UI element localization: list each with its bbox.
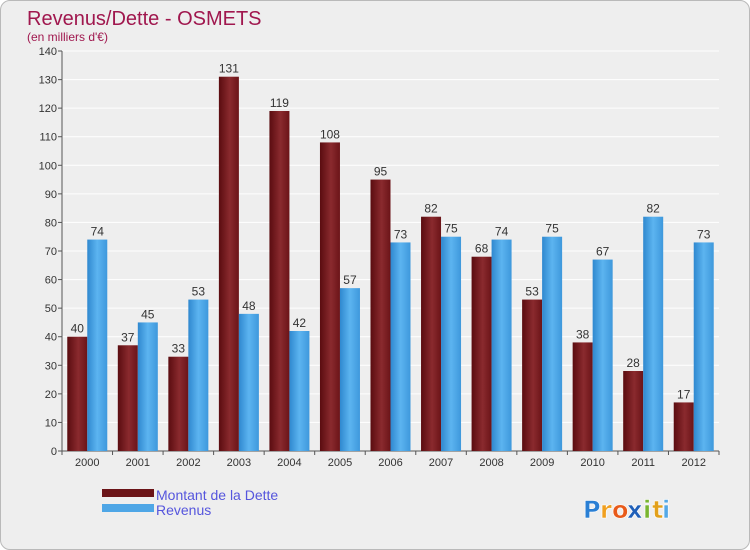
legend-swatch-revenus	[102, 504, 154, 512]
bar-value-label: 57	[343, 273, 357, 287]
x-tick-label: 2004	[277, 457, 301, 469]
bar-dette	[218, 76, 239, 451]
bar-value-label: 108	[320, 127, 340, 141]
y-tick-label: 130	[39, 75, 57, 87]
logo-letter: P	[583, 496, 601, 524]
bar-revenus	[137, 322, 158, 451]
y-tick-label: 30	[45, 360, 57, 372]
bar-value-label: 53	[192, 285, 206, 299]
bar-dette	[67, 336, 88, 451]
bar-dette	[673, 402, 694, 451]
x-tick-label: 2009	[530, 457, 554, 469]
logo-letter: i	[643, 496, 651, 524]
bar-dette	[421, 216, 442, 451]
bar-revenus	[441, 236, 462, 451]
logo-letter: t	[652, 496, 663, 524]
bar-revenus	[339, 288, 360, 451]
bar-value-label: 82	[424, 202, 438, 216]
logo-letter: i	[662, 496, 670, 524]
bar-revenus	[188, 299, 209, 451]
bar-dette	[370, 179, 391, 452]
bar-revenus	[643, 216, 664, 451]
bar-value-label: 82	[647, 202, 661, 216]
x-tick-label: 2008	[479, 457, 503, 469]
bar-dette	[572, 342, 593, 451]
bar-dette	[269, 111, 290, 451]
y-tick-label: 100	[39, 160, 57, 172]
bar-value-label: 40	[71, 322, 85, 336]
bar-revenus	[693, 242, 714, 451]
logo-letter: o	[612, 496, 629, 524]
bar-value-label: 67	[596, 245, 610, 259]
bar-revenus	[289, 331, 310, 451]
y-tick-label: 70	[45, 246, 57, 258]
y-tick-label: 50	[45, 303, 57, 315]
axes: 0 10 20 30 40 50 60 70 80 90 100 110 120 130 140 2000 20…	[39, 46, 720, 469]
legend-label: Montant de la Dette	[156, 487, 278, 503]
y-tick-label: 110	[39, 132, 57, 144]
x-tick-label: 2012	[681, 457, 705, 469]
x-tick-label: 2011	[631, 457, 655, 469]
x-tick-label: 2000	[75, 457, 99, 469]
bar-value-label: 17	[677, 387, 691, 401]
bar-dette	[319, 142, 340, 451]
bar-value-label: 48	[242, 299, 256, 313]
bar-revenus	[87, 239, 108, 451]
x-tick-label: 2001	[126, 457, 150, 469]
x-tick-label: 2003	[227, 457, 251, 469]
bar-value-label: 53	[525, 285, 539, 299]
x-tick-label: 2005	[328, 457, 352, 469]
bar-value-label: 75	[545, 222, 559, 236]
bar-dette	[522, 299, 543, 451]
bar-value-label: 95	[374, 165, 388, 179]
bar-value-label: 42	[293, 316, 307, 330]
bars: 40 74 37 45 33 53 131 48 119 42 108 57 95 73 82 75 68 74 5…	[67, 62, 714, 452]
legend-swatch-dette	[102, 489, 154, 497]
bar-dette	[117, 345, 138, 451]
bar-value-label: 131	[219, 62, 239, 76]
bar-value-label: 38	[576, 327, 590, 341]
logo-letter: r	[600, 496, 612, 524]
x-tick-label: 2007	[429, 457, 453, 469]
bar-revenus	[542, 236, 563, 451]
bar-value-label: 33	[172, 342, 186, 356]
bar-value-label: 119	[270, 96, 289, 110]
legend-label: Revenus	[156, 502, 211, 518]
bar-revenus	[238, 313, 259, 451]
bar-value-label: 74	[495, 225, 509, 239]
bar-revenus	[592, 259, 613, 451]
y-tick-label: 90	[45, 189, 57, 201]
y-tick-label: 0	[51, 446, 57, 458]
bar-value-label: 73	[394, 227, 408, 241]
bar-value-label: 45	[141, 307, 155, 321]
chart-subtitle: (en milliers d'€)	[27, 30, 108, 44]
y-tick-label: 20	[45, 389, 57, 401]
x-tick-label: 2010	[580, 457, 604, 469]
bar-value-label: 68	[475, 242, 489, 256]
bar-value-label: 28	[627, 356, 641, 370]
x-tick-label: 2006	[378, 457, 402, 469]
bar-revenus	[491, 239, 512, 451]
y-tick-label: 80	[45, 217, 57, 229]
y-tick-label: 60	[45, 275, 57, 287]
bar-dette	[471, 256, 492, 451]
chart-title: Revenus/Dette - OSMETS	[27, 8, 262, 30]
y-tick-label: 140	[39, 46, 57, 58]
x-tick-label: 2002	[176, 457, 200, 469]
bar-revenus	[390, 242, 411, 451]
bar-value-label: 75	[444, 222, 458, 236]
logo-letter: x	[627, 496, 643, 524]
bar-value-label: 74	[91, 225, 105, 239]
bar-value-label: 73	[697, 227, 711, 241]
bar-value-label: 37	[121, 330, 135, 344]
bar-dette	[168, 356, 189, 451]
y-tick-label: 40	[45, 332, 57, 344]
y-tick-label: 10	[45, 417, 57, 429]
y-tick-label: 120	[39, 103, 57, 115]
bar-dette	[623, 371, 644, 451]
